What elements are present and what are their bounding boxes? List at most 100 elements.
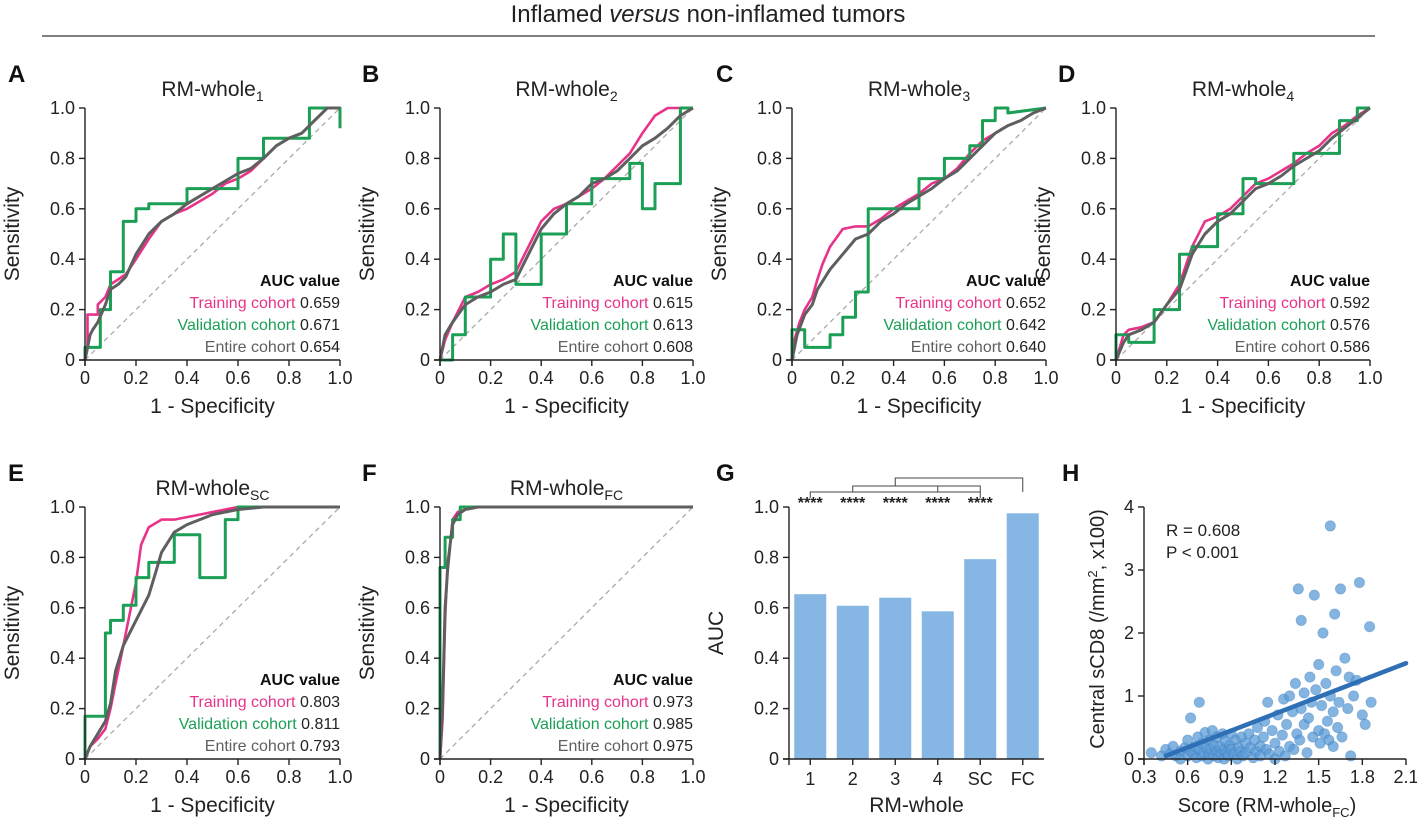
entire-curve bbox=[438, 106, 694, 361]
y-tick-label: 0.6 bbox=[405, 199, 430, 219]
scatter-point bbox=[1276, 729, 1288, 741]
scatter-point bbox=[1284, 690, 1296, 702]
x-tick-label: 2.1 bbox=[1393, 767, 1417, 787]
x-axis-label: RM-whole bbox=[869, 794, 964, 817]
x-tick-label: 0.2 bbox=[478, 368, 503, 388]
y-tick-label: 0.6 bbox=[405, 598, 430, 618]
entire-curve bbox=[1114, 106, 1371, 361]
y-axis-label-main: Central sCD8 (/mm bbox=[1087, 578, 1109, 749]
y-axis-label: Sensitivity bbox=[1032, 186, 1055, 281]
legend-cohort-name: Training cohort bbox=[189, 694, 296, 711]
scatter-point bbox=[1327, 740, 1339, 753]
chart-title: RM-whole3 bbox=[868, 78, 971, 104]
y-tick-label: 0.4 bbox=[50, 249, 75, 269]
legend-auc-value: 0.811 bbox=[301, 716, 340, 733]
scatter-point bbox=[1313, 658, 1325, 671]
legend-cohort-name: Training cohort bbox=[895, 295, 1002, 312]
scatter-point bbox=[1289, 677, 1302, 690]
significance-stars: **** bbox=[968, 495, 994, 512]
y-tick-label: 0.8 bbox=[405, 148, 430, 168]
scatter-point bbox=[1348, 690, 1360, 702]
x-tick-label: 0.6 bbox=[1175, 767, 1200, 787]
x-tick-label: 0.6 bbox=[579, 368, 604, 388]
scatter-point bbox=[1321, 715, 1334, 727]
scatter-point bbox=[1327, 706, 1339, 718]
training-curve bbox=[83, 505, 340, 760]
y-axis-label-end: , x100) bbox=[1087, 509, 1109, 570]
panel-a: A RM-whole1 00 0.2 0.2 0.4 0.4 0.6 0.6 0.8 0.8 1.0 1… bbox=[1, 61, 353, 418]
panel-letter: B bbox=[362, 61, 379, 88]
scatter-point bbox=[1295, 614, 1307, 627]
bar bbox=[921, 611, 954, 759]
scatter-point bbox=[1292, 583, 1304, 595]
scatter-point bbox=[1281, 718, 1293, 731]
x-tick-label: 1.0 bbox=[327, 767, 352, 787]
x-tick-label: SC bbox=[968, 769, 993, 789]
legend-title: AUC value bbox=[1290, 273, 1370, 290]
x-tick-label: FC bbox=[1011, 769, 1035, 789]
legend-auc-value: 0.803 bbox=[300, 694, 340, 711]
legend-training: Training cohort 0.803 bbox=[189, 694, 340, 711]
legend-entire: Entire cohort 0.608 bbox=[558, 339, 693, 356]
entire-curve bbox=[83, 106, 340, 361]
x-tick-label: 0.6 bbox=[225, 767, 250, 787]
scatter-point bbox=[1288, 743, 1300, 756]
y-tick-label: 0.8 bbox=[50, 547, 75, 567]
legend-cohort-name: Training cohort bbox=[1219, 295, 1326, 312]
y-tick-label: 0.8 bbox=[757, 148, 782, 168]
legend-cohort-name: Entire cohort bbox=[558, 339, 649, 356]
scatter-point bbox=[1320, 677, 1332, 690]
legend-training: Training cohort 0.973 bbox=[542, 694, 693, 711]
x-axis-label: 1 - Specificity bbox=[504, 395, 629, 418]
legend-cohort-name: Validation cohort bbox=[179, 716, 298, 733]
chart-title-main: RM-whole bbox=[161, 78, 256, 101]
panel-h: H R = 0.608 P < 0.001 0 1 2 3 4 0.3 0.6 0.9 1.2 1.5 1… bbox=[1062, 460, 1417, 820]
x-axis-label: 1 - Specificity bbox=[150, 794, 275, 817]
correlation-p: P < 0.001 bbox=[1166, 543, 1239, 562]
y-tick-label: 0.4 bbox=[50, 648, 75, 668]
validation-curve bbox=[790, 106, 1047, 360]
y-tick-label: 0 bbox=[65, 350, 75, 370]
legend-title: AUC value bbox=[613, 273, 693, 290]
legend-validation: Validation cohort 0.642 bbox=[884, 317, 1047, 334]
x-axis-label: 1 - Specificity bbox=[857, 395, 982, 418]
correlation-r: R = 0.608 bbox=[1166, 521, 1240, 540]
x-tick-label: 1.0 bbox=[1357, 368, 1382, 388]
legend-validation: Validation cohort 0.671 bbox=[178, 317, 341, 334]
legend-cohort-name: Validation cohort bbox=[178, 317, 297, 334]
chart-title-main: RM-whole bbox=[156, 477, 251, 500]
y-tick-label: 1.0 bbox=[757, 98, 782, 118]
x-tick-label: 0.8 bbox=[276, 767, 301, 787]
legend-auc-value: 0.613 bbox=[653, 317, 693, 334]
significance-stars: **** bbox=[840, 495, 866, 512]
scatter-point bbox=[1269, 737, 1281, 749]
y-tick-label: 0.2 bbox=[50, 300, 75, 320]
y-tick-label: 0.4 bbox=[757, 249, 782, 269]
x-tick-label: 1.5 bbox=[1306, 767, 1331, 787]
x-tick-label: 3 bbox=[890, 769, 900, 789]
bar bbox=[836, 605, 869, 759]
legend-validation: Validation cohort 0.576 bbox=[1208, 317, 1371, 334]
scatter-point bbox=[1298, 687, 1310, 699]
validation-curve bbox=[440, 106, 693, 362]
scatter-point bbox=[1185, 712, 1197, 724]
legend-entire: Entire cohort 0.654 bbox=[205, 339, 340, 356]
panel-letter: F bbox=[362, 460, 377, 487]
x-tick-label: 0.4 bbox=[174, 368, 199, 388]
chart-title-sub: 4 bbox=[1286, 88, 1294, 104]
chart-title-sub: FC bbox=[604, 487, 623, 503]
scatter-point bbox=[1324, 520, 1336, 532]
chart-title-main: RM-whole bbox=[1192, 78, 1287, 101]
x-tick-label: 0.4 bbox=[529, 767, 554, 787]
x-tick-label: 0.2 bbox=[830, 368, 855, 388]
significance-stars: **** bbox=[925, 495, 951, 512]
legend-auc-value: 0.576 bbox=[1330, 317, 1370, 334]
y-tick-label: 1.0 bbox=[405, 497, 430, 517]
x-tick-label: 1.0 bbox=[680, 767, 705, 787]
x-tick-label: 2 bbox=[848, 769, 858, 789]
diagonal-reference bbox=[439, 506, 694, 760]
y-tick-label: 0.8 bbox=[405, 547, 430, 567]
legend-title: AUC value bbox=[613, 672, 693, 689]
x-tick-label: 0 bbox=[435, 368, 445, 388]
